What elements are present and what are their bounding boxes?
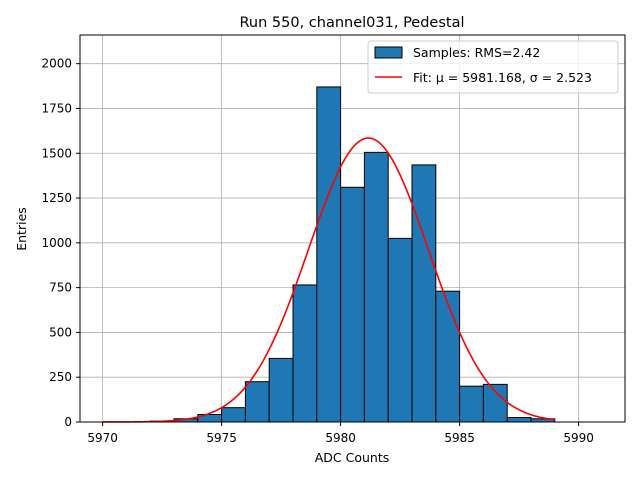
histogram-bar [435,290,461,423]
y-tick-label: 1500 [41,146,72,160]
histogram-bar [482,383,508,423]
plot-frame [79,34,626,423]
histogram-bar [411,164,437,423]
histogram-bars [149,86,556,423]
histogram-bar [268,357,294,423]
x-axis: 5970 5975 5980 5985 5990 [87,422,594,445]
y-tick-label: 250 [49,370,72,384]
histogram-bar [459,385,484,423]
histogram-bar [340,186,365,423]
x-tick-label: 5990 [563,431,594,445]
histogram-bar [292,284,318,423]
y-tick-label: 750 [49,281,72,295]
histogram-bar [387,237,413,423]
histogram-bar [221,407,246,423]
y-axis: 0 250 500 750 1000 1250 1500 1750 2000 [41,57,80,429]
y-tick-label: 1000 [41,236,72,250]
histogram-bar [316,86,342,423]
legend-fit-label: Fit: μ = 5981.168, σ = 2.523 [413,70,592,85]
y-tick-label: 1250 [41,191,72,205]
y-tick-label: 0 [64,415,72,429]
y-tick-label: 500 [49,325,72,339]
x-axis-label: ADC Counts [315,450,390,465]
fit-curve [102,137,555,423]
x-tick-label: 5970 [87,431,118,445]
chart-title: Run 550, channel031, Pedestal [239,15,464,31]
legend: Samples: RMS=2.42 Fit: μ = 5981.168, σ =… [367,40,619,94]
y-axis-label: Entries [14,207,29,251]
legend-histogram-swatch [374,46,403,59]
legend-box [367,40,619,94]
histogram-bar [506,417,532,423]
x-tick-label: 5975 [206,431,237,445]
y-tick-label: 2000 [41,57,72,71]
histogram-bar [363,151,389,423]
y-tick-label: 1750 [41,101,72,115]
histogram-bar [244,381,270,423]
x-tick-label: 5980 [325,431,356,445]
legend-histogram-label: Samples: RMS=2.42 [413,45,540,60]
x-tick-label: 5985 [444,431,475,445]
